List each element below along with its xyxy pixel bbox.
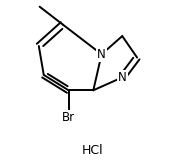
Text: HCl: HCl xyxy=(82,144,103,157)
Text: N: N xyxy=(97,48,106,61)
Text: N: N xyxy=(118,71,127,84)
Text: Br: Br xyxy=(62,111,75,124)
